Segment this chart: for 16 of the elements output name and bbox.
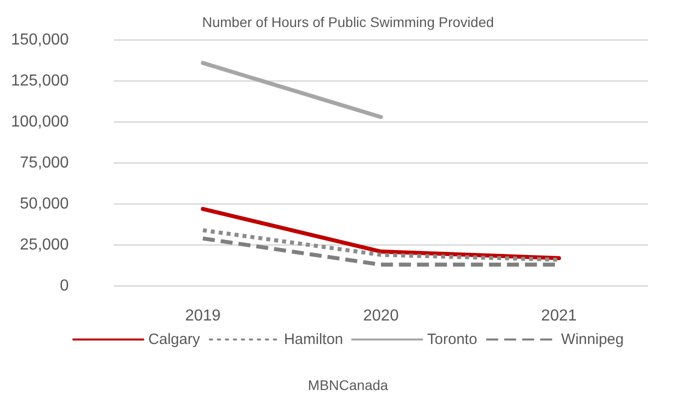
y-tick-label: 0	[60, 278, 69, 294]
y-tick-label: 150,000	[10, 32, 69, 48]
legend-label: Winnipeg	[561, 331, 624, 348]
legend-label: Hamilton	[284, 331, 344, 348]
text: MBNCanada	[308, 377, 388, 393]
x-tick-label: 2019	[185, 308, 221, 324]
legend-label: Calgary	[148, 331, 200, 348]
y-tick-label: 50,000	[20, 196, 69, 212]
y-tick-label: 100,000	[10, 114, 69, 130]
y-tick-label: 25,000	[20, 236, 69, 254]
chart-title: Number of Hours of Public Swimming Provided	[202, 14, 494, 30]
y-tick-label: 125,000	[10, 72, 69, 90]
y-tick-label: 75,000	[20, 154, 69, 172]
x-tick-label: 2020	[363, 308, 399, 324]
legend-label: Toronto	[427, 331, 478, 348]
x-tick-label: 2021	[541, 308, 577, 324]
